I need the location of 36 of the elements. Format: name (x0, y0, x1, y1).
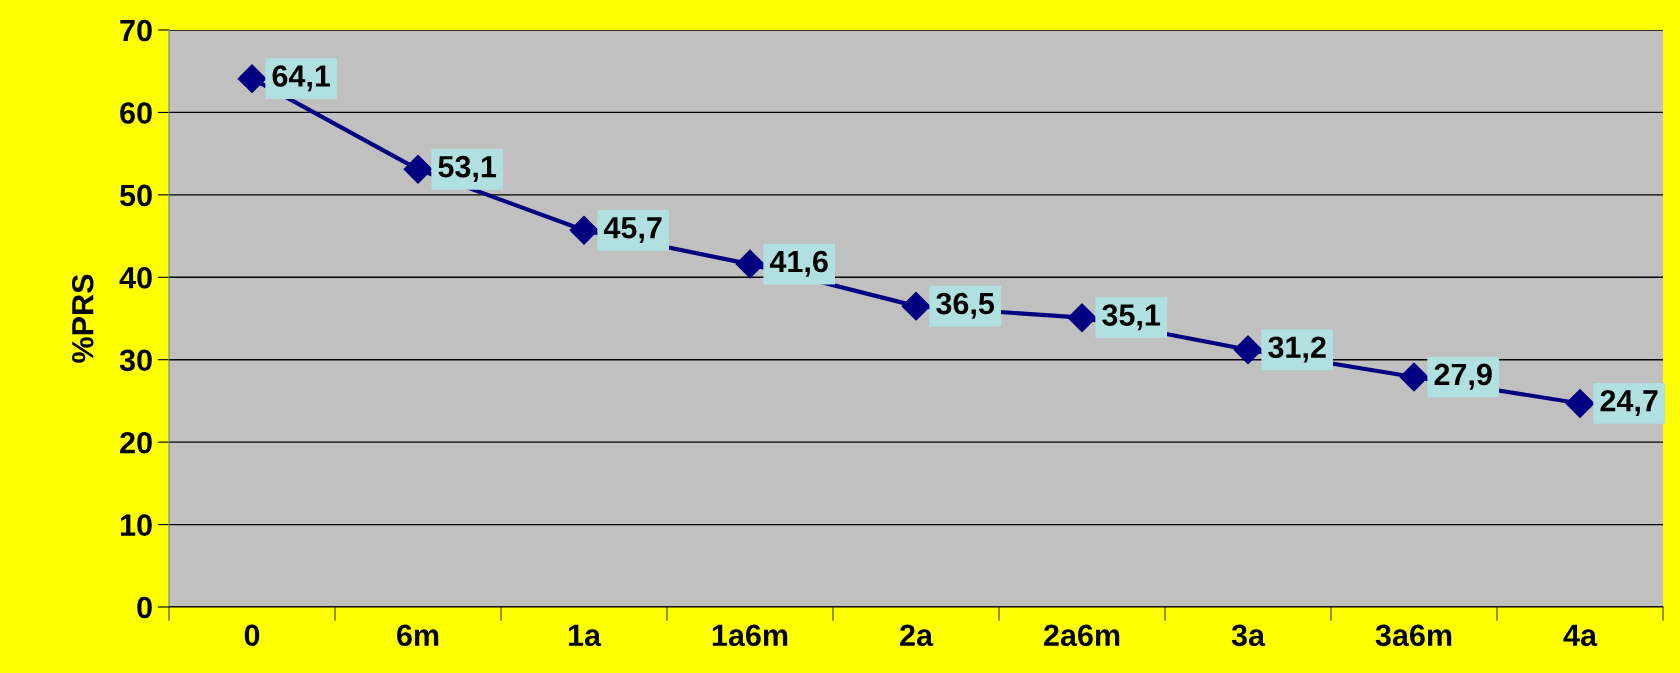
y-tick-label: 40 (119, 267, 152, 289)
y-tick-label: 0 (137, 596, 152, 619)
y-tick-label: 20 (120, 431, 152, 454)
y-tick-label: 60 (120, 102, 152, 124)
y-tick-label: 70 (120, 19, 152, 42)
point (1067, 303, 1097, 333)
y-tick-label: 10 (120, 514, 152, 536)
x-tick-label: 1a6m (712, 624, 788, 647)
data-label: 27,9 (1434, 363, 1492, 390)
x-tick-label: 2a (900, 624, 934, 647)
point (237, 64, 267, 94)
data-label: 53,1 (438, 155, 497, 182)
data-label: 45,7 (603, 217, 662, 243)
x-tick-label: 3a6m (1375, 624, 1452, 647)
data-label: 24,7 (1600, 389, 1658, 417)
x-tick-label: 3a (1231, 624, 1266, 647)
point (1233, 335, 1263, 365)
y-axis-title: %PRS (71, 274, 94, 363)
data-label: 36,5 (936, 292, 995, 319)
x-tick-label: 4a (1563, 624, 1598, 647)
data-label: 31,2 (1268, 336, 1326, 363)
x-tick-label: 0 (244, 624, 260, 647)
point (1399, 362, 1429, 392)
y-tick-label: 30 (119, 349, 152, 372)
point (403, 154, 433, 184)
x-tick-label: 1a (568, 624, 602, 647)
point (901, 291, 931, 321)
data-label: 64,1 (272, 65, 331, 92)
data-label: 41,6 (769, 250, 828, 277)
point (735, 249, 765, 279)
y-tick-label: 50 (119, 184, 152, 207)
x-tick-label: 2a6m (1043, 624, 1120, 647)
point (569, 215, 599, 245)
data-label: 35,1 (1102, 304, 1161, 331)
point (1565, 388, 1595, 418)
x-tick-label: 6m (397, 624, 439, 647)
